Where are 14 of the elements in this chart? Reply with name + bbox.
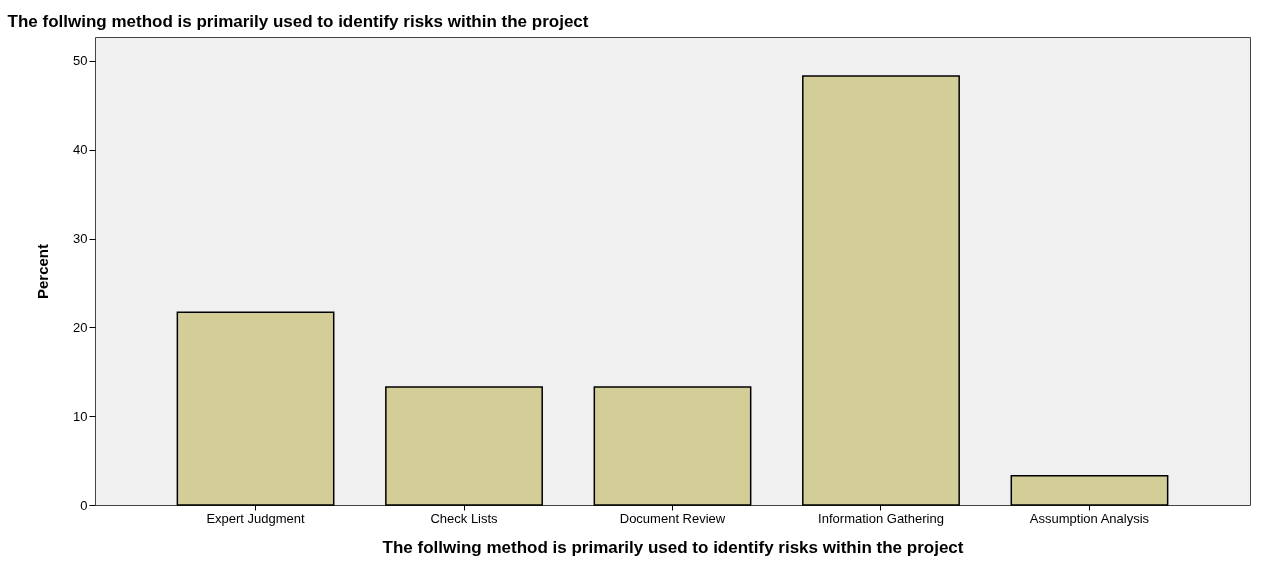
x-tick-label: Expert Judgment	[206, 510, 306, 526]
y-tick-label: 40	[73, 142, 88, 158]
chart-title: The follwing method is primarily used to identify risks within the project	[7, 12, 589, 31]
y-axis-title: Percent	[34, 243, 52, 300]
x-tick-label: Assumption Analysis	[1029, 510, 1150, 526]
x-tick-label: Check Lists	[430, 510, 499, 526]
y-tick-label: 10	[73, 408, 88, 424]
y-tick-label: 20	[73, 319, 88, 335]
x-axis-title: The follwing method is primarily used to identify risks within the project	[382, 537, 964, 557]
x-tick-label: Document Review	[619, 510, 726, 526]
y-tick-label: 30	[73, 231, 88, 247]
y-tick-label: 0	[80, 497, 88, 513]
x-tick-label: Information Gathering	[818, 510, 944, 526]
y-tick-label: 50	[73, 53, 88, 69]
